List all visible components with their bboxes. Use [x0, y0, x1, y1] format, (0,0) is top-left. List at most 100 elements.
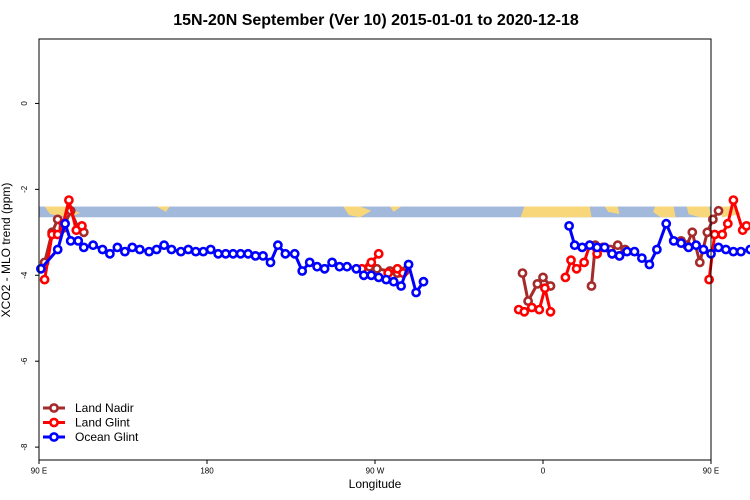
data-point-ocean-glint: [258, 250, 268, 261]
data-point-ocean-glint: [280, 248, 291, 259]
plot-series: [36, 195, 750, 317]
data-point-land-glint: [526, 302, 537, 313]
data-point-ocean-glint: [334, 261, 345, 272]
data-point-ocean-glint: [327, 257, 337, 268]
data-point-ocean-glint: [745, 244, 750, 255]
legend-label: Land Glint: [75, 416, 130, 430]
data-point-ocean-glint: [183, 244, 194, 255]
legend-item-land-nadir: Land Nadir: [43, 401, 134, 415]
data-point-ocean-glint: [698, 244, 709, 255]
data-point-land-glint: [741, 221, 750, 231]
legend-swatch-marker: [49, 417, 59, 428]
y-axis-ticks: 0 -2 -4 -6 -8: [20, 101, 39, 451]
data-point-land-glint: [704, 274, 714, 285]
data-point-land-nadir: [586, 281, 597, 291]
data-point-land-nadir: [371, 263, 382, 274]
data-point-ocean-glint: [205, 244, 216, 255]
y-axis-label: XCO2 - MLO trend (ppm): [0, 183, 13, 318]
data-point-ocean-glint: [358, 270, 369, 281]
data-point-ocean-glint: [342, 261, 352, 272]
data-point-ocean-glint: [289, 248, 300, 259]
world-map-strip: [39, 206, 741, 218]
data-point-ocean-glint: [736, 246, 746, 257]
map-land-shape: [156, 206, 170, 212]
data-point-ocean-glint: [250, 250, 261, 261]
map-land-shape: [343, 206, 372, 218]
legend-item-ocean-glint: Ocean Glint: [43, 430, 139, 444]
y-tick-label: -4: [20, 271, 29, 279]
y-tick-label: 0: [20, 101, 29, 106]
data-point-land-nadir: [538, 272, 548, 283]
data-point-ocean-glint: [228, 248, 238, 259]
data-point-ocean-glint: [418, 276, 429, 287]
x-tick-label: 180: [200, 467, 214, 476]
data-point-ocean-glint: [159, 240, 169, 251]
data-point-land-glint: [709, 229, 720, 240]
data-point-ocean-glint: [151, 244, 162, 255]
data-point-ocean-glint: [614, 250, 625, 261]
data-point-ocean-glint: [592, 242, 602, 253]
legend-swatch-marker: [49, 403, 59, 413]
data-point-ocean-glint: [676, 238, 686, 248]
data-point-land-glint: [39, 274, 50, 285]
map-land-shape: [686, 206, 711, 218]
data-point-land-nadir: [612, 240, 623, 251]
y-tick-label: -2: [20, 185, 29, 193]
data-point-ocean-glint: [661, 218, 672, 229]
data-point-ocean-glint: [569, 240, 580, 251]
data-point-ocean-glint: [403, 259, 414, 270]
data-point-land-glint: [545, 306, 556, 317]
data-point-land-nadir: [708, 214, 718, 225]
data-point-land-nadir: [532, 278, 543, 289]
data-point-ocean-glint: [388, 276, 399, 287]
y-tick-label: -8: [20, 443, 29, 451]
data-point-land-glint: [722, 218, 733, 229]
data-point-land-glint: [571, 263, 582, 274]
data-point-ocean-glint: [721, 244, 731, 255]
data-point-land-glint: [366, 257, 377, 268]
data-point-ocean-glint: [213, 248, 224, 259]
x-axis-ticks: 90 E 180 90 W 0 90 E: [31, 460, 719, 476]
data-point-land-nadir: [713, 205, 724, 216]
data-point-land-nadir: [517, 268, 528, 278]
data-point-ocean-glint: [88, 240, 98, 251]
data-point-ocean-glint: [272, 240, 283, 251]
data-point-ocean-glint: [166, 244, 177, 255]
y-tick-label: -6: [20, 357, 29, 365]
data-point-ocean-glint: [52, 244, 63, 255]
data-point-land-glint: [560, 272, 571, 283]
x-tick-label: 0: [541, 467, 546, 476]
data-point-ocean-glint: [265, 257, 276, 268]
series-ocean-glint: [36, 218, 750, 298]
x-axis-label: Longitude: [349, 477, 402, 491]
data-point-ocean-glint: [577, 242, 588, 253]
data-point-ocean-glint: [683, 242, 694, 253]
map-land-shape: [520, 206, 592, 218]
map-land-shape: [653, 206, 676, 218]
legend-label: Ocean Glint: [75, 430, 139, 444]
data-point-ocean-glint: [351, 263, 362, 274]
chart-title: 15N-20N September (Ver 10) 2015-01-01 to…: [173, 12, 579, 29]
data-point-ocean-glint: [312, 261, 322, 272]
legend-label: Land Nadir: [75, 401, 134, 415]
data-point-ocean-glint: [396, 281, 406, 291]
data-point-ocean-glint: [120, 246, 130, 257]
data-point-ocean-glint: [652, 244, 662, 255]
data-point-ocean-glint: [304, 257, 315, 268]
data-point-land-glint: [540, 283, 550, 294]
data-point-ocean-glint: [381, 274, 392, 285]
data-point-ocean-glint: [105, 248, 115, 259]
data-point-land-glint: [566, 255, 576, 266]
data-point-land-glint: [534, 304, 545, 315]
legend-item-land-glint: Land Glint: [43, 416, 130, 430]
data-point-land-glint: [717, 229, 728, 240]
data-point-land-nadir: [687, 227, 698, 238]
data-point-land-glint: [579, 257, 589, 268]
map-ocean-band: [39, 206, 711, 218]
data-point-ocean-glint: [297, 266, 308, 276]
data-point-ocean-glint: [65, 235, 76, 246]
x-tick-label: 90 E: [703, 467, 719, 476]
data-point-land-glint: [373, 248, 384, 259]
data-point-ocean-glint: [36, 263, 46, 274]
